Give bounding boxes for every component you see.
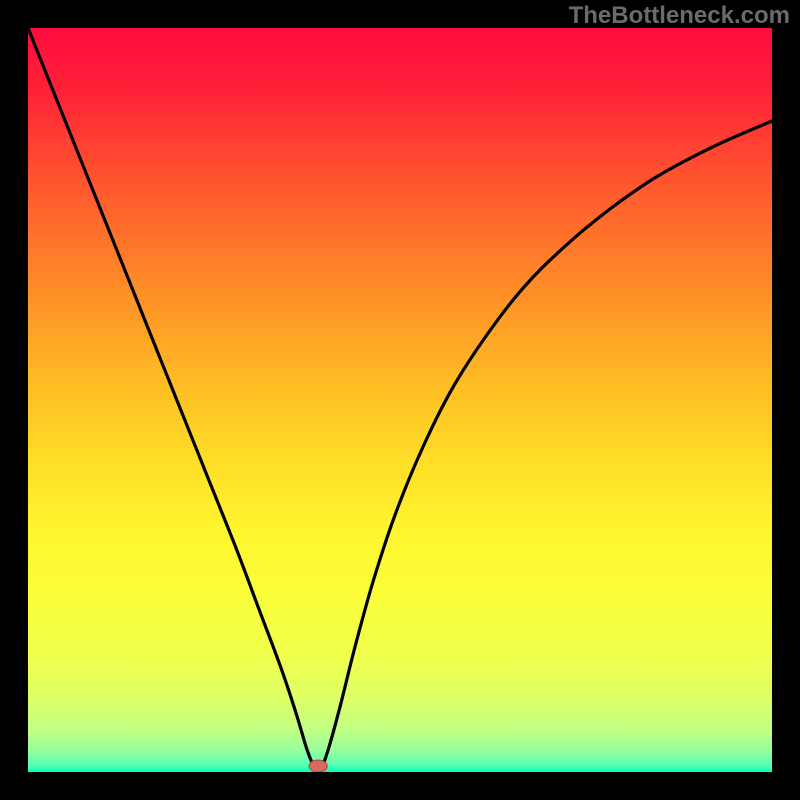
attribution-label: TheBottleneck.com — [569, 2, 790, 30]
curve-left-branch — [28, 28, 314, 768]
chart-container: TheBottleneck.com — [0, 0, 800, 800]
curve-layer — [28, 28, 772, 772]
curve-right-branch — [322, 121, 772, 768]
minimum-marker — [309, 760, 327, 772]
plot-area — [28, 28, 772, 772]
